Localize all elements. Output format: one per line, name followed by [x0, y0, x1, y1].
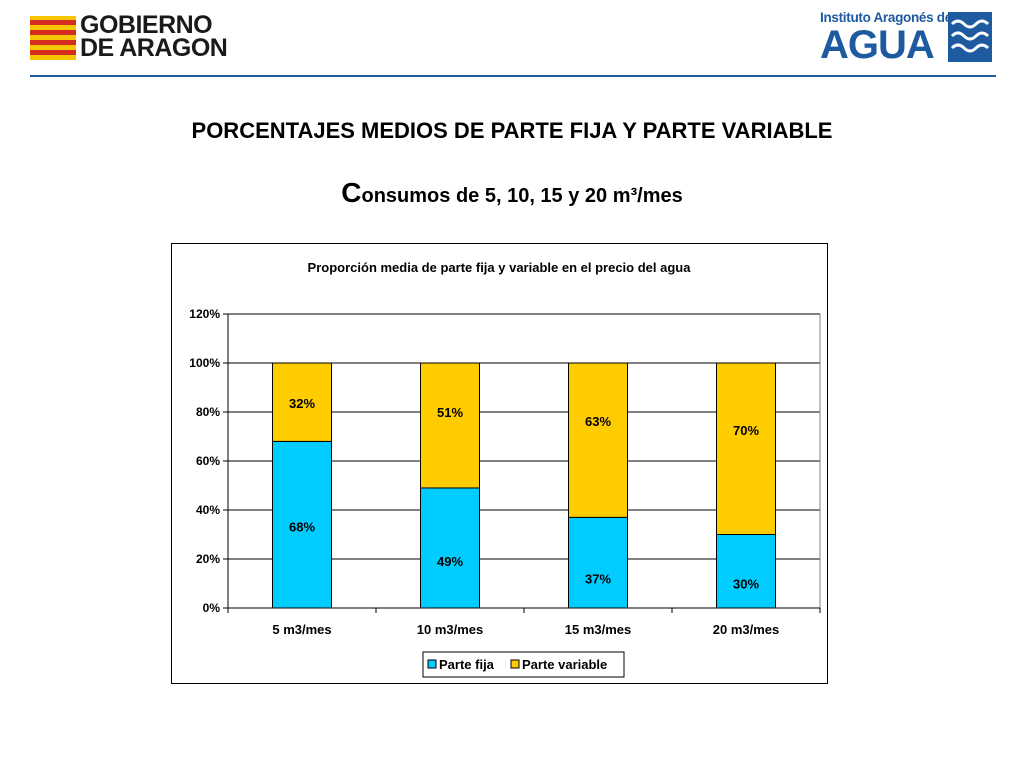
x-tick-label: 15 m3/mes	[565, 622, 632, 637]
gobierno-aragon-logo: GOBIERNO DE ARAGON	[30, 11, 240, 64]
legend-box	[422, 651, 625, 678]
subtitle-first-letter: C	[341, 177, 362, 208]
logo-agua-text: AGUA	[820, 23, 935, 67]
x-tick-label: 10 m3/mes	[417, 622, 484, 637]
y-tick-label: 60%	[196, 454, 220, 468]
legend-label: Parte fija	[439, 657, 495, 672]
x-tick-label: 5 m3/mes	[272, 622, 331, 637]
y-tick-label: 80%	[196, 405, 220, 419]
legend-swatch-parte-variable	[510, 659, 520, 669]
chart-frame: Proporción media de parte fija y variabl…	[171, 243, 828, 684]
y-tick-label: 120%	[189, 307, 220, 321]
bar-parte-variable	[568, 362, 628, 518]
data-label: 70%	[733, 423, 759, 438]
instituto-agua-logo: Instituto Aragonés del AGUA	[820, 10, 992, 66]
data-label: 30%	[733, 577, 759, 592]
header-divider	[30, 75, 996, 77]
legend-swatch-parte-fija	[427, 659, 437, 669]
x-tick-label: 20 m3/mes	[713, 622, 780, 637]
y-tick-label: 20%	[196, 552, 220, 566]
bar-parte-variable	[716, 362, 776, 535]
data-label: 51%	[437, 405, 463, 420]
data-label: 68%	[289, 519, 315, 534]
bar-parte-fija	[716, 534, 776, 609]
data-label: 37%	[585, 571, 611, 586]
legend-label: Parte variable	[522, 657, 607, 672]
data-label: 32%	[289, 396, 315, 411]
logo-institute-text: Instituto Aragonés del	[820, 10, 956, 25]
y-tick-label: 100%	[189, 356, 220, 370]
water-waves-icon	[948, 12, 992, 62]
bar-parte-fija	[420, 487, 480, 609]
y-tick-label: 40%	[196, 503, 220, 517]
logo-line-1: GOBIERNO	[80, 11, 213, 39]
bar-parte-variable	[420, 362, 480, 489]
page-subtitle: Consumos de 5, 10, 15 y 20 m³/mes	[0, 177, 1024, 209]
y-tick-label: 0%	[203, 601, 221, 615]
chart-title: Proporción media de parte fija y variabl…	[308, 260, 692, 275]
data-label: 63%	[585, 414, 611, 429]
bar-parte-variable	[272, 362, 332, 442]
aragon-flag-icon	[30, 16, 76, 60]
bar-parte-fija	[272, 440, 332, 609]
stacked-bar-chart: Proporción media de parte fija y variabl…	[189, 260, 821, 678]
subtitle-rest: onsumos de 5, 10, 15 y 20 m³/mes	[361, 185, 683, 207]
data-label: 49%	[437, 554, 463, 569]
page-title: PORCENTAJES MEDIOS DE PARTE FIJA Y PARTE…	[191, 118, 833, 143]
logo-line-2: DE ARAGON	[80, 34, 228, 62]
bar-parte-fija	[568, 516, 628, 609]
